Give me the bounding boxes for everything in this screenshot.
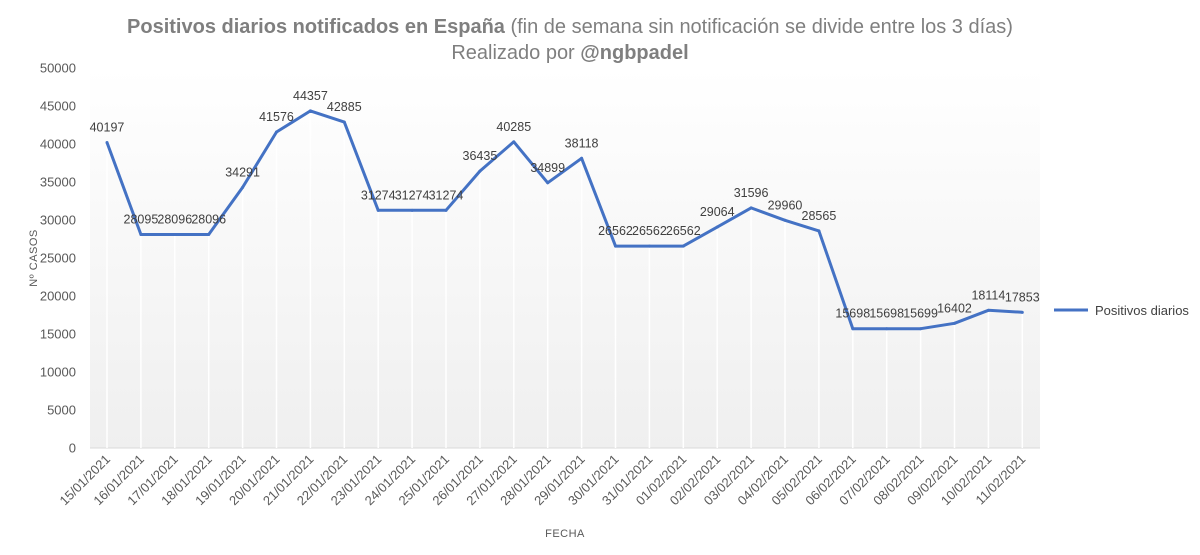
data-label: 26562 (598, 224, 633, 238)
series-line-positivos (105, 109, 1023, 331)
data-label: 29960 (768, 198, 803, 212)
chart-title-line1: Positivos diarios notificados en España … (0, 14, 1140, 40)
data-point (749, 206, 753, 210)
y-tick-label: 35000 (40, 175, 76, 190)
data-label: 38118 (565, 136, 599, 150)
data-point (308, 109, 312, 113)
y-tick-label: 0 (69, 441, 76, 456)
data-point (173, 232, 177, 236)
data-label: 42885 (327, 100, 362, 114)
data-label: 29064 (700, 205, 735, 219)
data-point (139, 232, 143, 236)
y-axis-title: Nº CASOS (28, 229, 40, 287)
y-tick-label: 5000 (47, 403, 76, 418)
data-label: 28095 (124, 212, 159, 226)
title-normal: (fin de semana sin notificación se divid… (504, 16, 1013, 38)
data-label: 26562 (666, 224, 701, 238)
data-point (986, 308, 990, 312)
data-point (105, 141, 109, 145)
data-label: 31596 (734, 186, 769, 200)
y-tick-label: 40000 (40, 137, 76, 152)
data-label: 16402 (937, 301, 972, 315)
data-point (444, 208, 448, 212)
chart-title-line2: Realizado por @ngbpadel (0, 40, 1140, 66)
data-point (478, 169, 482, 173)
data-point (919, 327, 923, 331)
data-label: 34899 (530, 161, 565, 175)
data-point (817, 229, 821, 233)
y-tick-label: 50000 (40, 61, 76, 76)
plot-area (90, 68, 1040, 448)
data-label: 28565 (802, 209, 837, 223)
data-label: 31274 (395, 188, 430, 202)
data-point (207, 232, 211, 236)
data-point (546, 181, 550, 185)
data-label: 40197 (90, 121, 125, 135)
data-point (614, 244, 617, 248)
data-point (851, 327, 855, 331)
data-point (580, 156, 584, 160)
data-point (376, 208, 380, 212)
data-label: 15698 (835, 307, 870, 321)
data-point (512, 140, 516, 144)
y-tick-label: 45000 (40, 99, 76, 114)
data-label: 36435 (463, 149, 498, 163)
y-tick-label: 25000 (40, 251, 76, 266)
chart-title: Positivos diarios notificados en España … (0, 14, 1140, 66)
data-label: 41576 (259, 110, 294, 124)
data-point (275, 130, 278, 134)
data-point (410, 208, 414, 212)
data-label: 28096 (157, 212, 192, 226)
data-point (241, 185, 245, 189)
legend-label-positivos: Positivos diarios (1095, 303, 1189, 318)
data-point (715, 225, 719, 229)
data-point (342, 120, 346, 124)
data-label: 34291 (225, 165, 260, 179)
y-tick-label: 10000 (40, 365, 76, 380)
y-tick-label: 15000 (40, 327, 76, 342)
x-axis-ticks: 15/01/202116/01/202117/01/202118/01/2021… (56, 452, 1028, 509)
data-point (681, 244, 685, 248)
title-line2-prefix: Realizado por (451, 42, 581, 64)
x-axis-title: FECHA (545, 528, 585, 540)
gridlines (90, 110, 1040, 449)
y-tick-label: 20000 (40, 289, 76, 304)
data-label: 28096 (191, 212, 226, 226)
data-point (885, 327, 889, 331)
data-label: 26562 (632, 224, 667, 238)
data-label: 40285 (496, 120, 531, 134)
data-label: 31274 (361, 188, 396, 202)
legend: Positivos diarios (1054, 303, 1189, 318)
data-label: 15699 (903, 307, 938, 321)
series-layer (105, 109, 1024, 331)
data-label: 44357 (293, 89, 328, 103)
title-bold: Positivos diarios notificados en España (127, 16, 505, 38)
data-point (647, 244, 651, 248)
data-label: 15698 (869, 307, 904, 321)
data-label: 17853 (1005, 290, 1040, 304)
y-axis-ticks: 0 5000 10000 15000 20000 25000 30000 35000 40000… (40, 61, 76, 456)
data-point (783, 218, 787, 222)
y-tick-label: 30000 (40, 213, 76, 228)
data-label: 31274 (429, 188, 464, 202)
title-line2-bold: @ngbpadel (580, 42, 689, 64)
data-point (1020, 310, 1024, 314)
data-label: 18114 (971, 288, 1005, 302)
data-point (953, 321, 956, 325)
